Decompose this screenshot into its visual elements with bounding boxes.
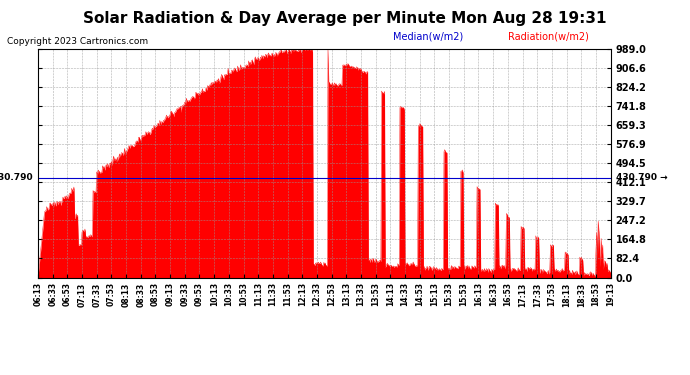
Text: ← 430.790: ← 430.790 <box>0 173 32 182</box>
Text: Copyright 2023 Cartronics.com: Copyright 2023 Cartronics.com <box>7 38 148 46</box>
Text: Median(w/m2): Median(w/m2) <box>393 31 463 41</box>
Text: 430.790 →: 430.790 → <box>616 173 668 182</box>
Text: Radiation(w/m2): Radiation(w/m2) <box>508 31 589 41</box>
Text: Solar Radiation & Day Average per Minute Mon Aug 28 19:31: Solar Radiation & Day Average per Minute… <box>83 11 607 26</box>
